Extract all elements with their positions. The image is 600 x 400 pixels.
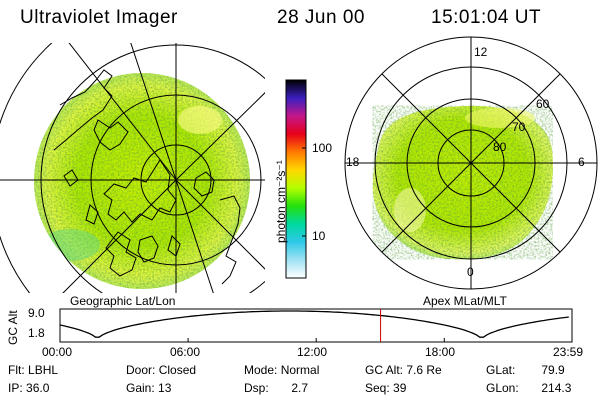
info-glon-label: GLon: (486, 381, 519, 395)
info-mode-label: Mode: (244, 363, 278, 377)
apex-panel-label: Apex MLat/MLT (423, 294, 507, 308)
altitude-x-tick-1200: 12:00 (297, 345, 328, 359)
apex-uv-image (372, 105, 553, 260)
info-door-label: Door: (126, 363, 156, 377)
apex-mlt-6: 6 (578, 155, 585, 169)
info-dsp: Dsp: 2.7 (244, 381, 308, 395)
info-glon-value: 214.3 (541, 381, 572, 395)
apex-mlt-0: 0 (467, 265, 474, 279)
altitude-x-tick-0000: 00:00 (42, 345, 73, 359)
apex-grid (344, 36, 598, 290)
info-dsp-value: 2.7 (291, 381, 309, 395)
altitude-x-tick-0600: 06:00 (170, 345, 201, 359)
info-ip-value: 36.0 (26, 381, 50, 395)
geographic-map-panel (0, 43, 265, 293)
apex-mlt-18: 18 (346, 155, 360, 169)
apex-lat-80: 80 (493, 140, 507, 154)
altitude-plot (59, 308, 573, 343)
info-glat-value: 79.9 (541, 363, 565, 377)
info-seq: Seq: 39 (365, 381, 406, 395)
info-seq-label: Seq: (365, 381, 390, 395)
info-ip-label: IP: (8, 381, 23, 395)
info-gc-alt-value: 7.6 Re (406, 363, 442, 377)
altitude-x-tick-2359: 23:59 (553, 345, 584, 359)
apex-mlt-12: 12 (474, 45, 488, 59)
instrument-title: Ultraviolet Imager (20, 7, 178, 28)
apex-polar-panel (344, 36, 598, 290)
colorbar-tick-100: 100 (312, 141, 333, 155)
altitude-y-label: GC Alt (6, 310, 20, 345)
colorbar-unit-label: photon cm⁻²s⁻¹ (274, 160, 288, 243)
info-gain: Gain: 13 (126, 381, 171, 395)
info-door: Door: Closed (126, 363, 196, 377)
info-gc-alt-label: GC Alt: (365, 363, 404, 377)
colorbar-tick-10: 10 (312, 229, 326, 243)
info-filter-value: LBHL (28, 363, 59, 377)
info-filter-label: Flt: (8, 363, 25, 377)
info-ip: IP: 36.0 (8, 381, 49, 395)
altitude-y-tick-low: 1.8 (28, 326, 45, 340)
info-gain-value: 13 (158, 381, 172, 395)
info-glat-label: GLat: (486, 363, 516, 377)
geo-panel-label: Geographic Lat/Lon (70, 294, 176, 308)
color-scale-bar (285, 79, 307, 279)
altitude-x-tick-1800: 18:00 (425, 345, 456, 359)
colorbar-gradient (285, 79, 307, 279)
geo-uv-image (34, 73, 250, 289)
info-filter: Flt: LBHL (8, 363, 58, 377)
info-mode: Mode: Normal (244, 363, 319, 377)
apex-lat-70: 70 (512, 120, 526, 134)
info-seq-value: 39 (393, 381, 407, 395)
altitude-y-tick-high: 9.0 (28, 306, 45, 320)
info-mode-value: Normal (280, 363, 320, 377)
info-gc-alt: GC Alt: 7.6 Re (365, 363, 442, 377)
date-label: 28 Jun 00 (277, 7, 365, 28)
altitude-curve (59, 310, 569, 338)
geo-grid (0, 43, 265, 293)
apex-lat-60: 60 (536, 97, 550, 111)
time-label: 15:01:04 UT (431, 7, 542, 28)
info-dsp-label: Dsp: (244, 381, 269, 395)
info-gain-label: Gain: (126, 381, 155, 395)
info-glat: GLat: 79.9 (486, 363, 565, 377)
info-door-value: Closed (158, 363, 197, 377)
info-glon: GLon: 214.3 (486, 381, 571, 395)
